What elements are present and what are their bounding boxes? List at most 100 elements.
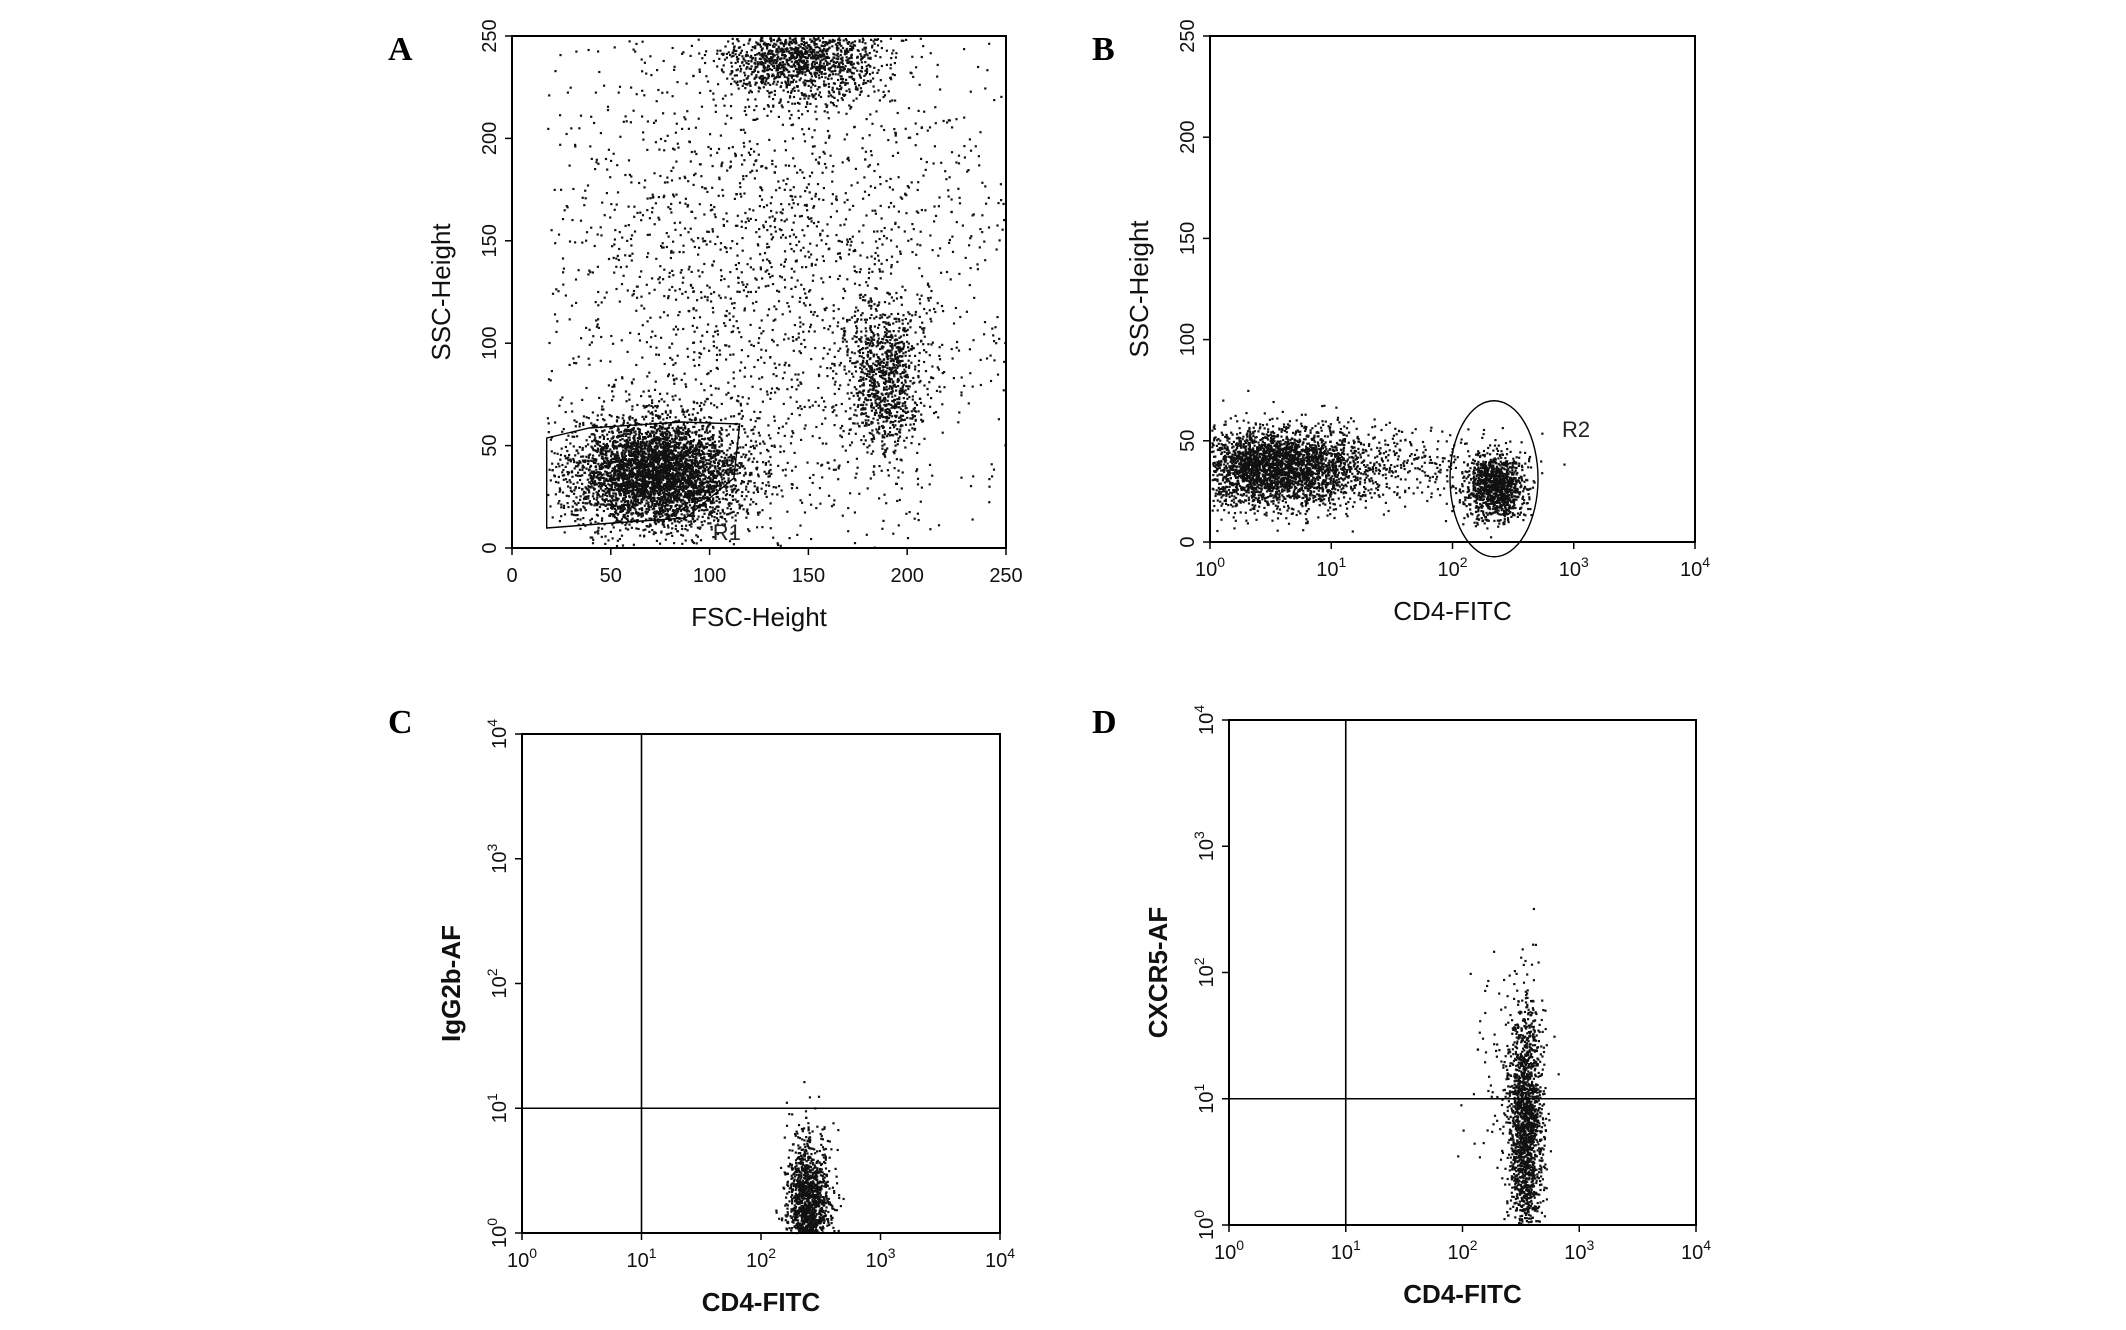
- data-point: [683, 471, 686, 474]
- data-point: [760, 48, 764, 51]
- data-point: [598, 454, 601, 457]
- data-point: [631, 490, 634, 493]
- data-point: [644, 447, 647, 450]
- data-point: [652, 437, 655, 440]
- data-point: [727, 433, 730, 436]
- data-point: [823, 80, 826, 83]
- data-point: [641, 520, 644, 524]
- data-point: [809, 56, 813, 59]
- data-point: [606, 494, 609, 498]
- data-point: [657, 450, 661, 453]
- data-point: [581, 464, 584, 467]
- data-point: [610, 437, 613, 440]
- data-point: [670, 506, 673, 509]
- data-point: [756, 511, 760, 514]
- data-point: [668, 466, 671, 469]
- data-point: [607, 472, 610, 475]
- data-point: [602, 400, 606, 403]
- data-point: [684, 462, 687, 465]
- data-point: [781, 495, 784, 498]
- data-point: [567, 495, 570, 498]
- data-point: [720, 443, 723, 446]
- data-point: [676, 474, 679, 477]
- data-point: [833, 96, 836, 99]
- data-point: [759, 452, 762, 455]
- data-point: [634, 454, 637, 457]
- data-point: [608, 490, 611, 493]
- data-point: [748, 67, 751, 70]
- data-point: [715, 506, 718, 509]
- data-point: [679, 431, 682, 434]
- data-point: [635, 527, 638, 530]
- data-point: [729, 467, 732, 470]
- data-point: [700, 482, 703, 485]
- data-point: [582, 455, 585, 458]
- data-point: [683, 410, 686, 413]
- data-point: [574, 465, 578, 468]
- data-point: [611, 470, 614, 473]
- data-point: [695, 457, 698, 460]
- data-point: [601, 489, 604, 492]
- data-point: [719, 474, 722, 477]
- data-point: [775, 486, 778, 489]
- data-point: [594, 520, 597, 523]
- data-point: [728, 455, 731, 458]
- data-point: [611, 426, 614, 429]
- data-point: [588, 501, 591, 504]
- data-point: [708, 475, 711, 478]
- data-point: [643, 534, 646, 537]
- data-point: [751, 460, 754, 463]
- data-point: [608, 479, 612, 482]
- data-point: [653, 514, 656, 518]
- data-point: [564, 465, 567, 468]
- data-point: [623, 481, 626, 484]
- data-point: [862, 82, 865, 85]
- data-point: [621, 438, 624, 441]
- data-point: [565, 438, 568, 441]
- data-point: [592, 482, 595, 485]
- data-point: [661, 485, 664, 489]
- data-point: [744, 443, 747, 447]
- data-point: [608, 414, 611, 417]
- data-point: [590, 482, 593, 485]
- data-point: [666, 404, 669, 407]
- data-point: [622, 499, 625, 502]
- data-point: [591, 411, 594, 414]
- data-point: [655, 430, 658, 433]
- data-point: [681, 482, 684, 485]
- data-point: [660, 530, 663, 533]
- data-point: [824, 50, 827, 53]
- data-point: [818, 46, 821, 50]
- data-point: [561, 474, 564, 477]
- data-point: [590, 479, 593, 483]
- data-point: [706, 508, 709, 511]
- data-point: [638, 471, 641, 474]
- data-point: [604, 424, 607, 427]
- data-point: [666, 493, 669, 497]
- data-point: [656, 404, 659, 408]
- data-point: [668, 449, 671, 452]
- data-point: [645, 433, 648, 436]
- data-point: [684, 484, 687, 487]
- data-point: [630, 446, 633, 449]
- data-point: [626, 503, 629, 506]
- data-point: [714, 481, 717, 484]
- data-point: [670, 531, 673, 535]
- data-point: [701, 485, 704, 488]
- data-point: [640, 433, 643, 436]
- data-point: [745, 453, 748, 456]
- data-point: [625, 434, 628, 437]
- data-point: [655, 458, 658, 461]
- data-point: [872, 85, 875, 88]
- data-point: [643, 451, 646, 454]
- data-point: [700, 409, 703, 412]
- data-point: [786, 461, 789, 464]
- data-point: [630, 454, 634, 457]
- data-point: [700, 434, 703, 437]
- data-point: [729, 507, 732, 511]
- data-point: [667, 444, 670, 447]
- data-point: [684, 431, 687, 434]
- data-point: [657, 513, 660, 516]
- data-point: [653, 531, 656, 534]
- data-point: [699, 459, 702, 462]
